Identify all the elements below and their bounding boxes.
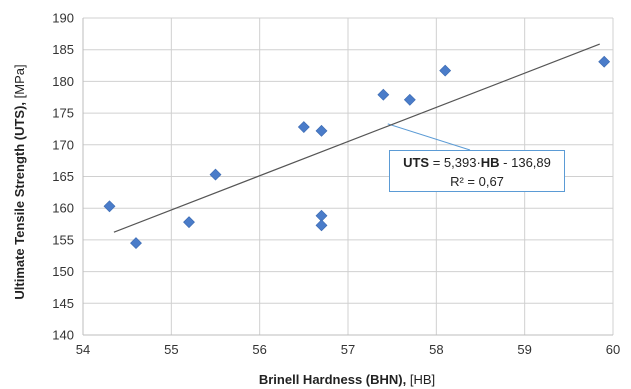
data-point: [377, 88, 390, 101]
data-point: [130, 237, 142, 249]
y-axis-title: Ultimate Tensile Strength (UTS), [MPa]: [12, 64, 27, 299]
y-tick-label: 180: [52, 74, 74, 89]
y-tick-label: 185: [52, 42, 74, 57]
regression-equation: UTS = 5,393·HB - 136,89: [390, 153, 564, 172]
data-point: [315, 219, 328, 232]
y-tick-label: 165: [52, 169, 74, 184]
x-axis-title-unit: [HB]: [410, 372, 435, 387]
y-tick-label: 145: [52, 296, 74, 311]
trendline: [113, 43, 600, 233]
y-tick-label: 190: [52, 11, 74, 26]
y-axis-title-main: Ultimate Tensile Strength (UTS),: [12, 98, 27, 299]
data-point: [209, 168, 222, 181]
y-tick-label: 170: [52, 137, 74, 152]
data-points: [103, 55, 611, 249]
data-point: [598, 55, 611, 68]
annotation-leader-line: [387, 123, 471, 151]
x-tick-label: 54: [76, 342, 90, 357]
equation-lhs: UTS: [403, 155, 430, 170]
y-axis-title-unit: [MPa]: [12, 64, 27, 98]
x-tick-label: 57: [341, 342, 355, 357]
r-squared: R² = 0,67: [450, 174, 504, 189]
regression-equation-box: UTS = 5,393·HB - 136,89 R² = 0,67: [389, 150, 565, 192]
x-axis-title-main: Brinell Hardness (BHN),: [259, 372, 410, 387]
gridlines: [82, 17, 614, 336]
data-point: [183, 216, 195, 229]
equation-variable: HB: [480, 155, 500, 170]
data-point: [297, 121, 310, 133]
y-tick-label: 155: [52, 232, 74, 247]
x-tick-label: 56: [252, 342, 266, 357]
x-tick-label: 60: [606, 342, 620, 357]
y-tick-label: 140: [52, 328, 74, 343]
y-tick-label: 175: [52, 106, 74, 121]
data-point: [403, 93, 416, 106]
y-tick-labels: 140 145 150 155 160 165 170 175 180 185 190: [52, 11, 74, 343]
data-point: [315, 124, 328, 137]
x-tick-label: 58: [429, 342, 443, 357]
data-point: [439, 64, 452, 77]
equation-mid: = 5,393·: [429, 155, 481, 170]
x-tick-label: 59: [517, 342, 531, 357]
data-point: [103, 200, 116, 213]
y-tick-label: 160: [52, 201, 74, 216]
x-tick-labels: 54 55 56 57 58 59 60: [76, 342, 620, 357]
equation-rhs: - 136,89: [499, 155, 551, 170]
x-tick-label: 55: [164, 342, 178, 357]
x-axis-title: Brinell Hardness (BHN), [HB]: [259, 372, 435, 387]
y-tick-label: 150: [52, 264, 74, 279]
